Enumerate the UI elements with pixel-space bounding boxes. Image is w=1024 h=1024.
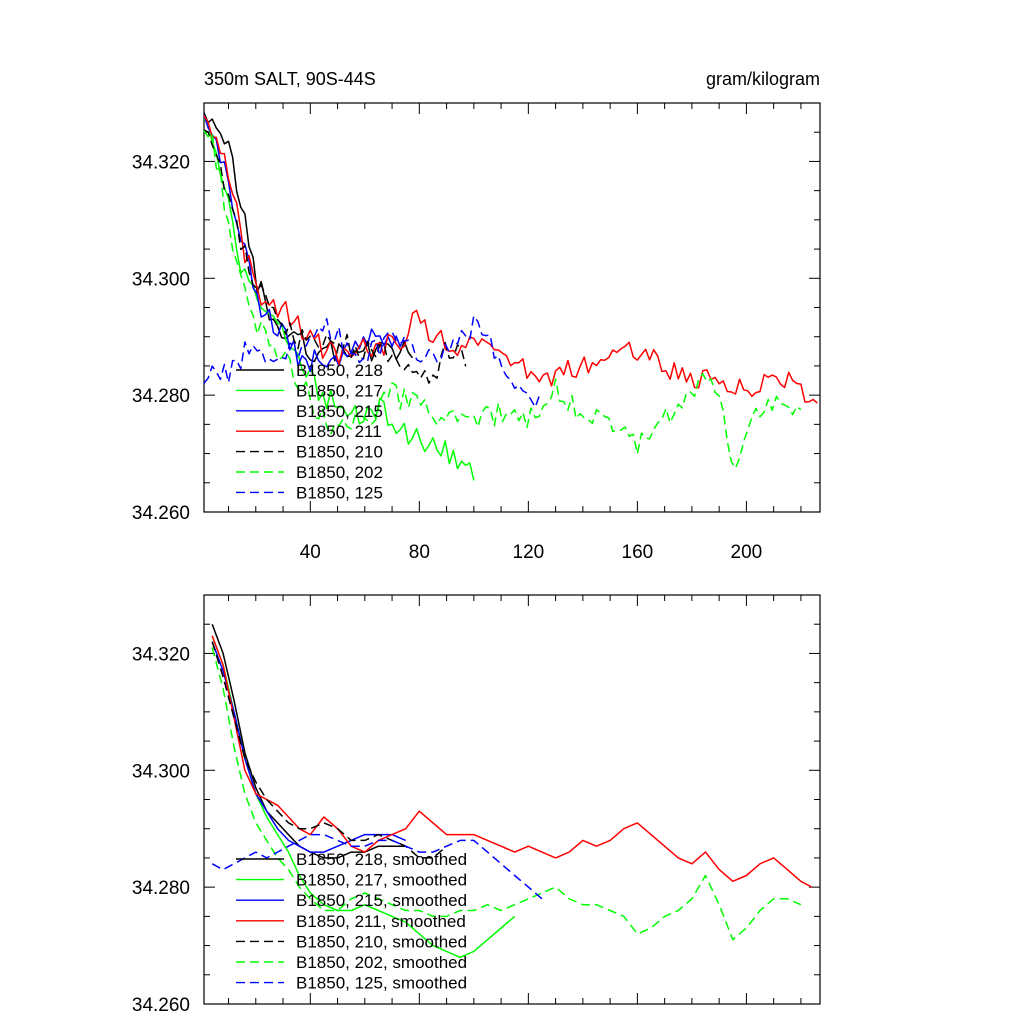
series-line-3	[203, 114, 405, 373]
legend-label: B1850, 211	[296, 422, 382, 441]
series-line-4	[203, 115, 818, 404]
x-tick-label: 80	[409, 542, 430, 563]
x-tick-label: 160	[622, 542, 654, 563]
y-tick-label: 34.280	[132, 878, 190, 899]
x-tick-label: 120	[513, 542, 545, 563]
series-line-7	[211, 833, 543, 900]
y-tick-label: 34.300	[132, 761, 190, 782]
series-line-6	[211, 647, 802, 941]
x-tick-label: 200	[731, 542, 763, 563]
legend-label: B1850, 218, smoothed	[296, 850, 467, 869]
chart-title: 350m SALT, 90S-44S	[204, 69, 376, 89]
series-line-3	[211, 641, 406, 853]
y-tick-label: 34.300	[132, 269, 190, 290]
legend-label: B1850, 202, smoothed	[296, 953, 467, 972]
top-panel: 34.260 34.280 34.300 34.320 40 80 120 160 200 350…	[132, 69, 821, 563]
legend-label: B1850, 210	[296, 443, 383, 462]
legend-label: B1850, 125, smoothed	[296, 974, 467, 993]
y-tick-label: 34.260	[132, 503, 190, 524]
series-line-2	[203, 118, 475, 481]
legend-label: B1850, 217, smoothed	[296, 871, 467, 890]
legend-label: B1850, 202	[296, 463, 383, 482]
legend-label: B1850, 211, smoothed	[296, 912, 466, 931]
legend-label: B1850, 125	[296, 483, 383, 502]
x-tick-label: 40	[300, 542, 321, 563]
bottom-panel: 34.260 34.280 34.300 34.320 B1850, 218, smoo…	[132, 594, 821, 1016]
legend-label: B1850, 215, smoothed	[296, 891, 467, 910]
y-tick-label: 34.280	[132, 386, 190, 407]
series-line-6	[203, 130, 802, 470]
units-label: gram/kilogram	[706, 69, 820, 89]
series-line-5	[211, 641, 448, 859]
y-tick-label: 34.320	[132, 152, 190, 173]
legend-label: B1850, 217	[296, 381, 383, 400]
legend-label: B1850, 215	[296, 402, 383, 421]
y-tick-label: 34.320	[132, 644, 190, 665]
legend-label: B1850, 218	[296, 361, 383, 380]
legend-label: B1850, 210, smoothed	[296, 932, 467, 951]
series-line-7	[203, 315, 541, 409]
series-line-4	[211, 635, 813, 888]
series-line-5	[203, 129, 467, 384]
y-tick-label: 34.260	[132, 995, 190, 1016]
